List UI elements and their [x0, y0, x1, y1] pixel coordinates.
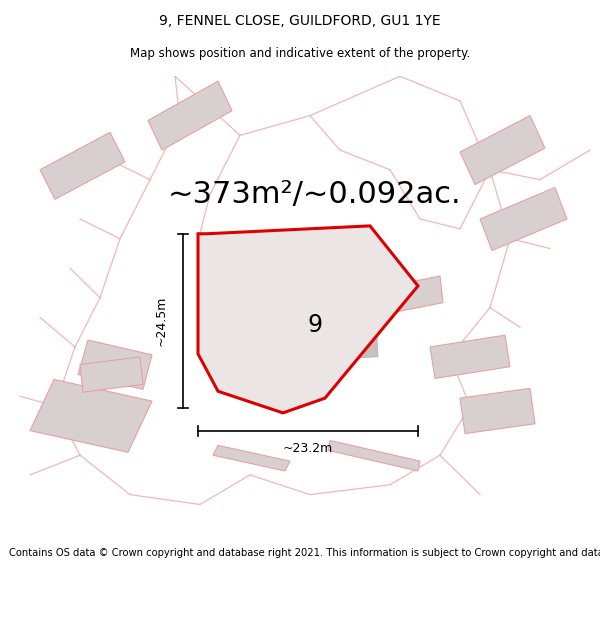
Polygon shape — [480, 188, 567, 251]
Polygon shape — [148, 81, 232, 150]
Polygon shape — [460, 388, 535, 434]
Polygon shape — [213, 446, 290, 471]
Polygon shape — [198, 226, 418, 413]
Text: 9: 9 — [308, 313, 323, 338]
Text: ~23.2m: ~23.2m — [283, 442, 333, 455]
Polygon shape — [80, 357, 143, 392]
Text: ~373m²/~0.092ac.: ~373m²/~0.092ac. — [168, 180, 462, 209]
Text: Contains OS data © Crown copyright and database right 2021. This information is : Contains OS data © Crown copyright and d… — [9, 548, 600, 558]
Polygon shape — [328, 441, 420, 471]
Polygon shape — [250, 264, 378, 362]
Polygon shape — [460, 116, 545, 184]
Polygon shape — [380, 276, 443, 314]
Polygon shape — [430, 335, 510, 379]
Text: ~24.5m: ~24.5m — [155, 296, 167, 346]
Polygon shape — [78, 340, 152, 389]
Text: Map shows position and indicative extent of the property.: Map shows position and indicative extent… — [130, 48, 470, 60]
Polygon shape — [30, 379, 152, 452]
Polygon shape — [40, 132, 125, 199]
Text: 9, FENNEL CLOSE, GUILDFORD, GU1 1YE: 9, FENNEL CLOSE, GUILDFORD, GU1 1YE — [159, 14, 441, 28]
